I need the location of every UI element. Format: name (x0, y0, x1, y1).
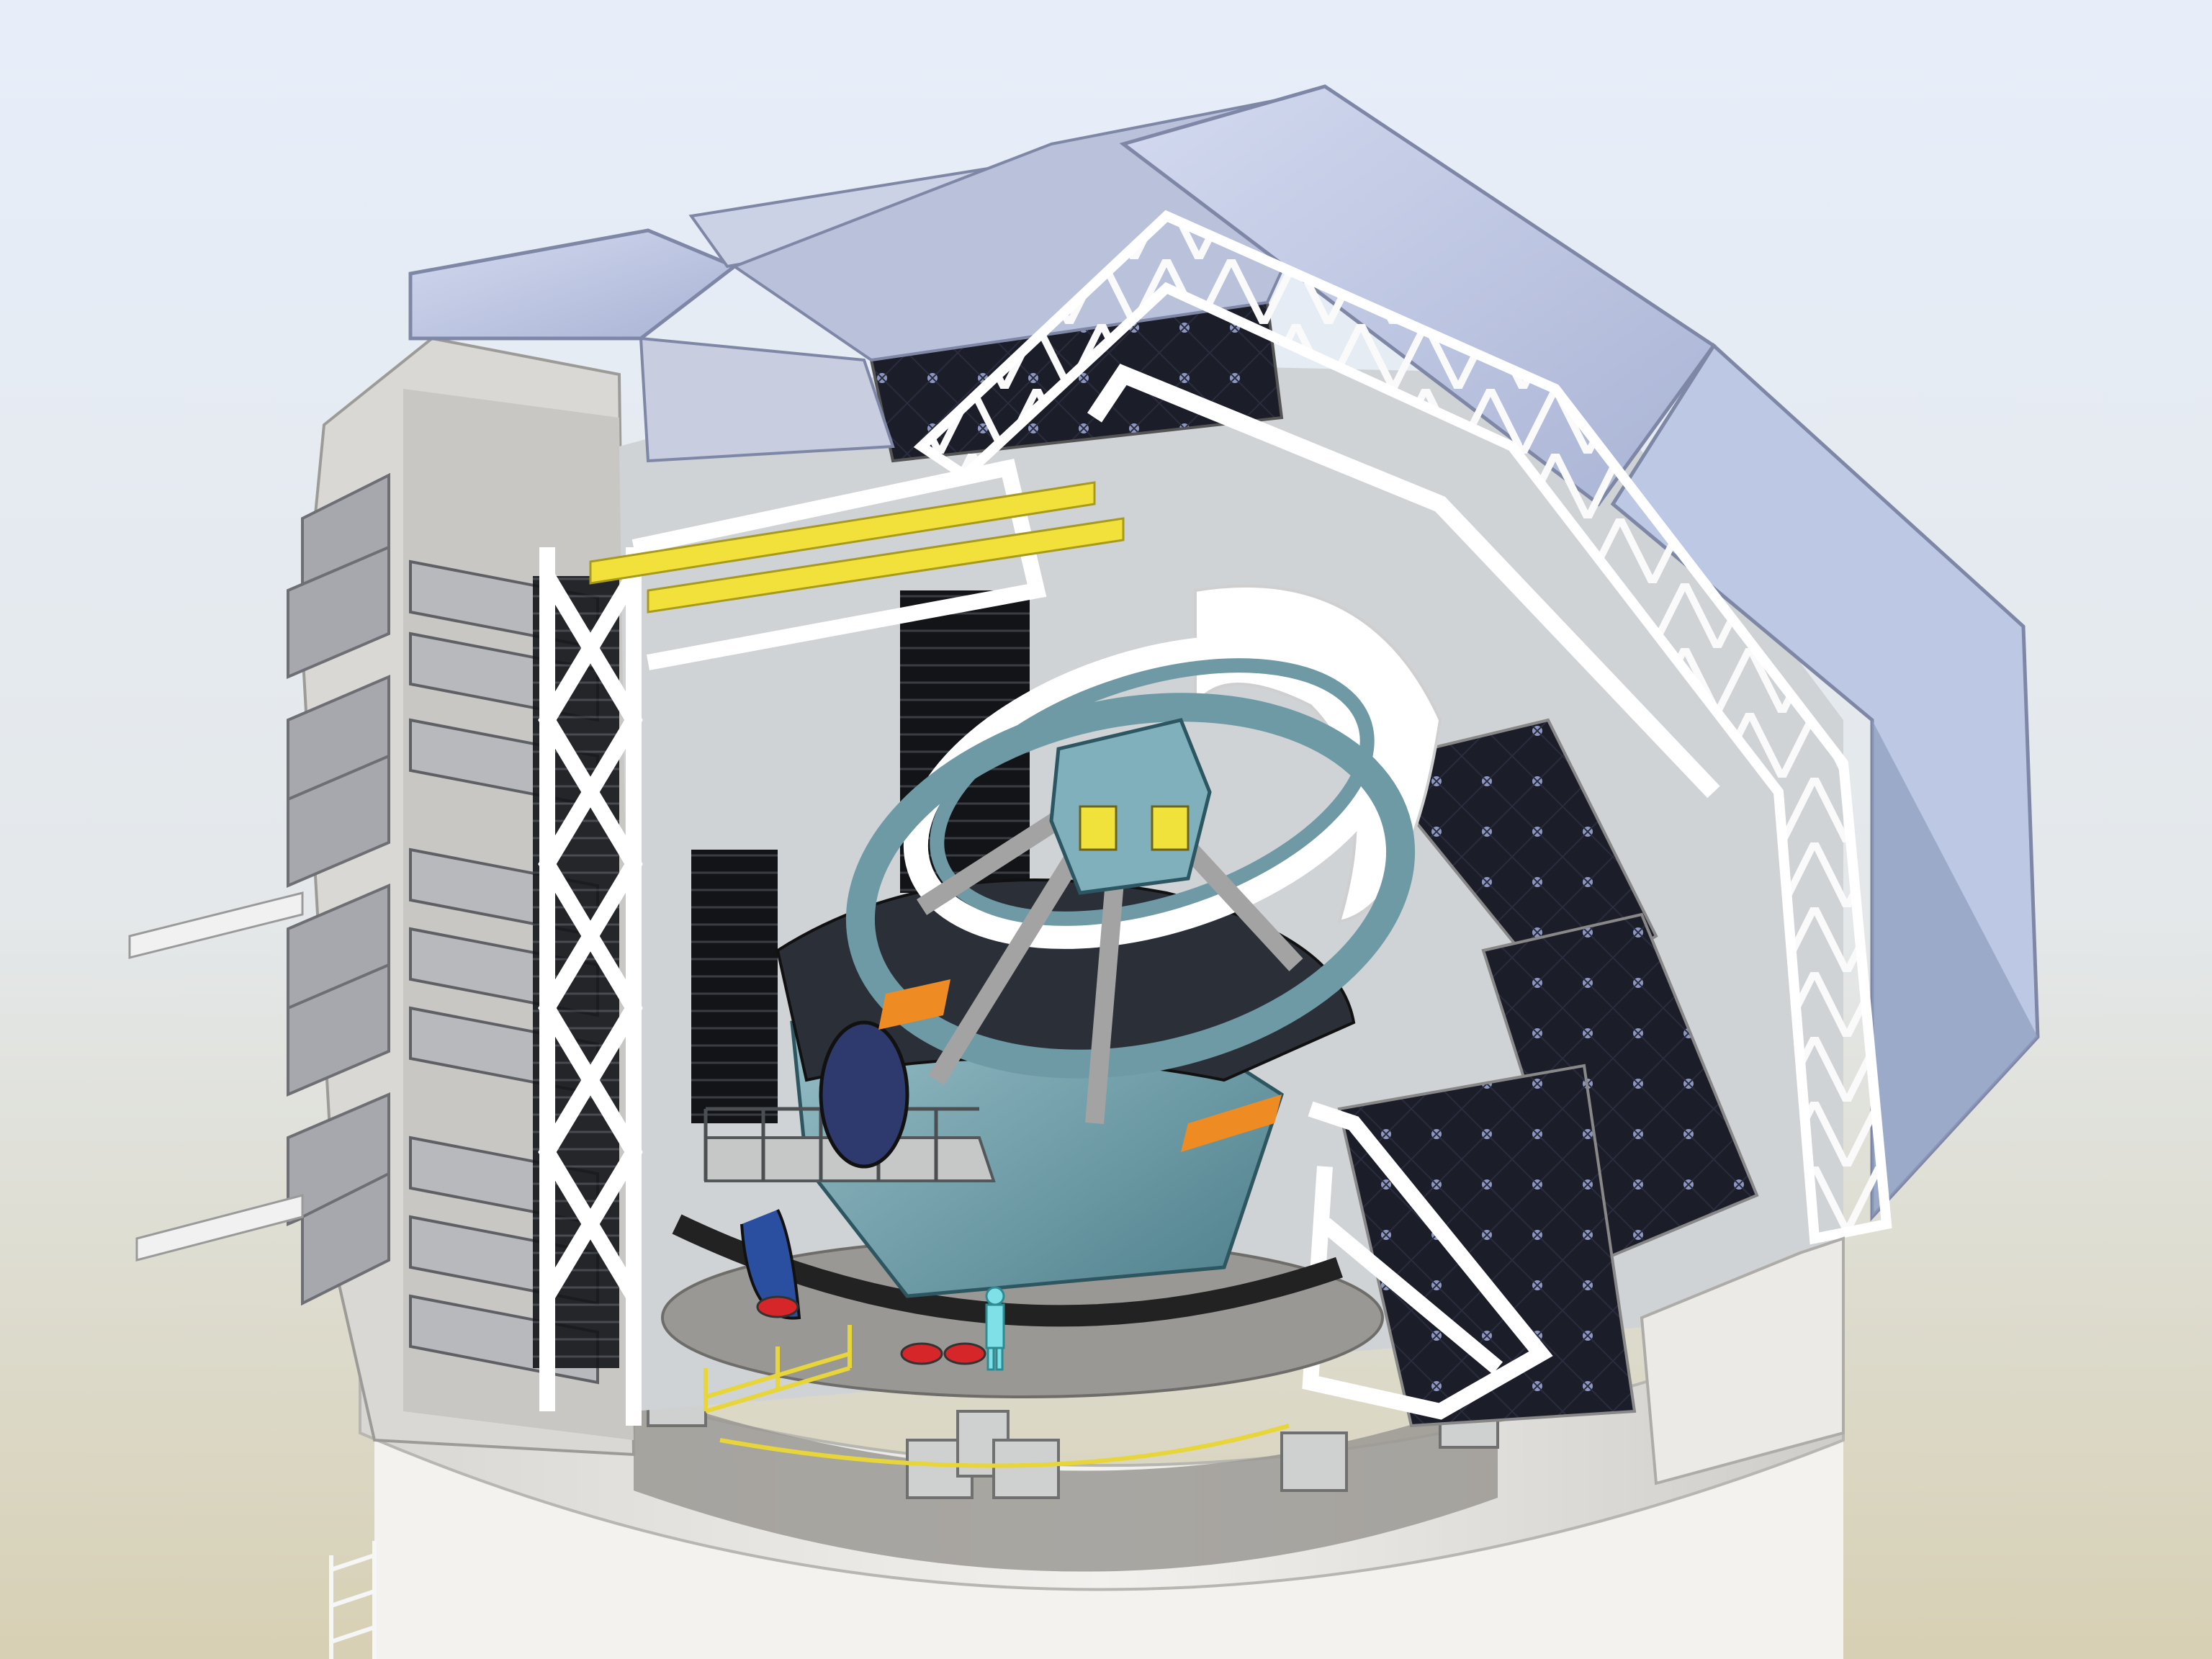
instrument-window-left (1079, 805, 1118, 851)
windscreen-flaps (287, 472, 390, 1306)
primary-mirror-segments (1194, 584, 1759, 1428)
top-end-ring (903, 635, 1401, 949)
left-truss (538, 459, 1047, 1426)
crane-rails (589, 481, 1125, 613)
floor-railings (703, 1325, 1290, 1468)
instrument-arc (740, 1209, 801, 1320)
altitude-ring (845, 693, 1416, 1079)
top-end-ring-inner (930, 658, 1375, 926)
arch-truss (913, 210, 1892, 1245)
interior-back-louvres-2 (691, 850, 778, 1123)
red-drums (756, 1295, 986, 1365)
telescope (661, 635, 1416, 1398)
human-scale-figure (985, 1286, 1005, 1371)
orange-pad-right (1181, 1094, 1282, 1152)
stair-railing (329, 1541, 377, 1659)
wind-boom-upper (128, 891, 304, 959)
instrument-drum (819, 1020, 909, 1169)
right-wall-frame (1640, 1236, 1845, 1485)
instrument-window-right (1151, 805, 1190, 851)
dome-roof (408, 84, 2040, 1222)
orange-pad-left (878, 979, 950, 1030)
dome-base (329, 1293, 1845, 1659)
wind-boom-lower (135, 1194, 304, 1262)
